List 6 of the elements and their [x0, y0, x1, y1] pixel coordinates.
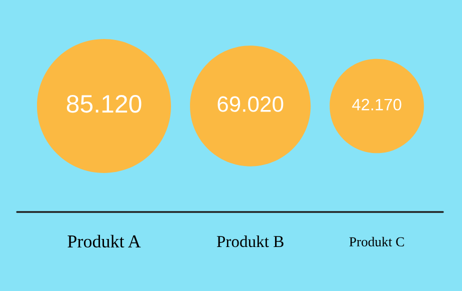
category-label: Produkt C: [349, 236, 404, 246]
data-label: 69.020: [218, 96, 284, 112]
category-label: Produkt A: [68, 234, 141, 248]
data-label: 42.170: [352, 98, 402, 110]
data-label: 85.120: [66, 95, 142, 113]
category-label: Produkt B: [216, 235, 284, 248]
